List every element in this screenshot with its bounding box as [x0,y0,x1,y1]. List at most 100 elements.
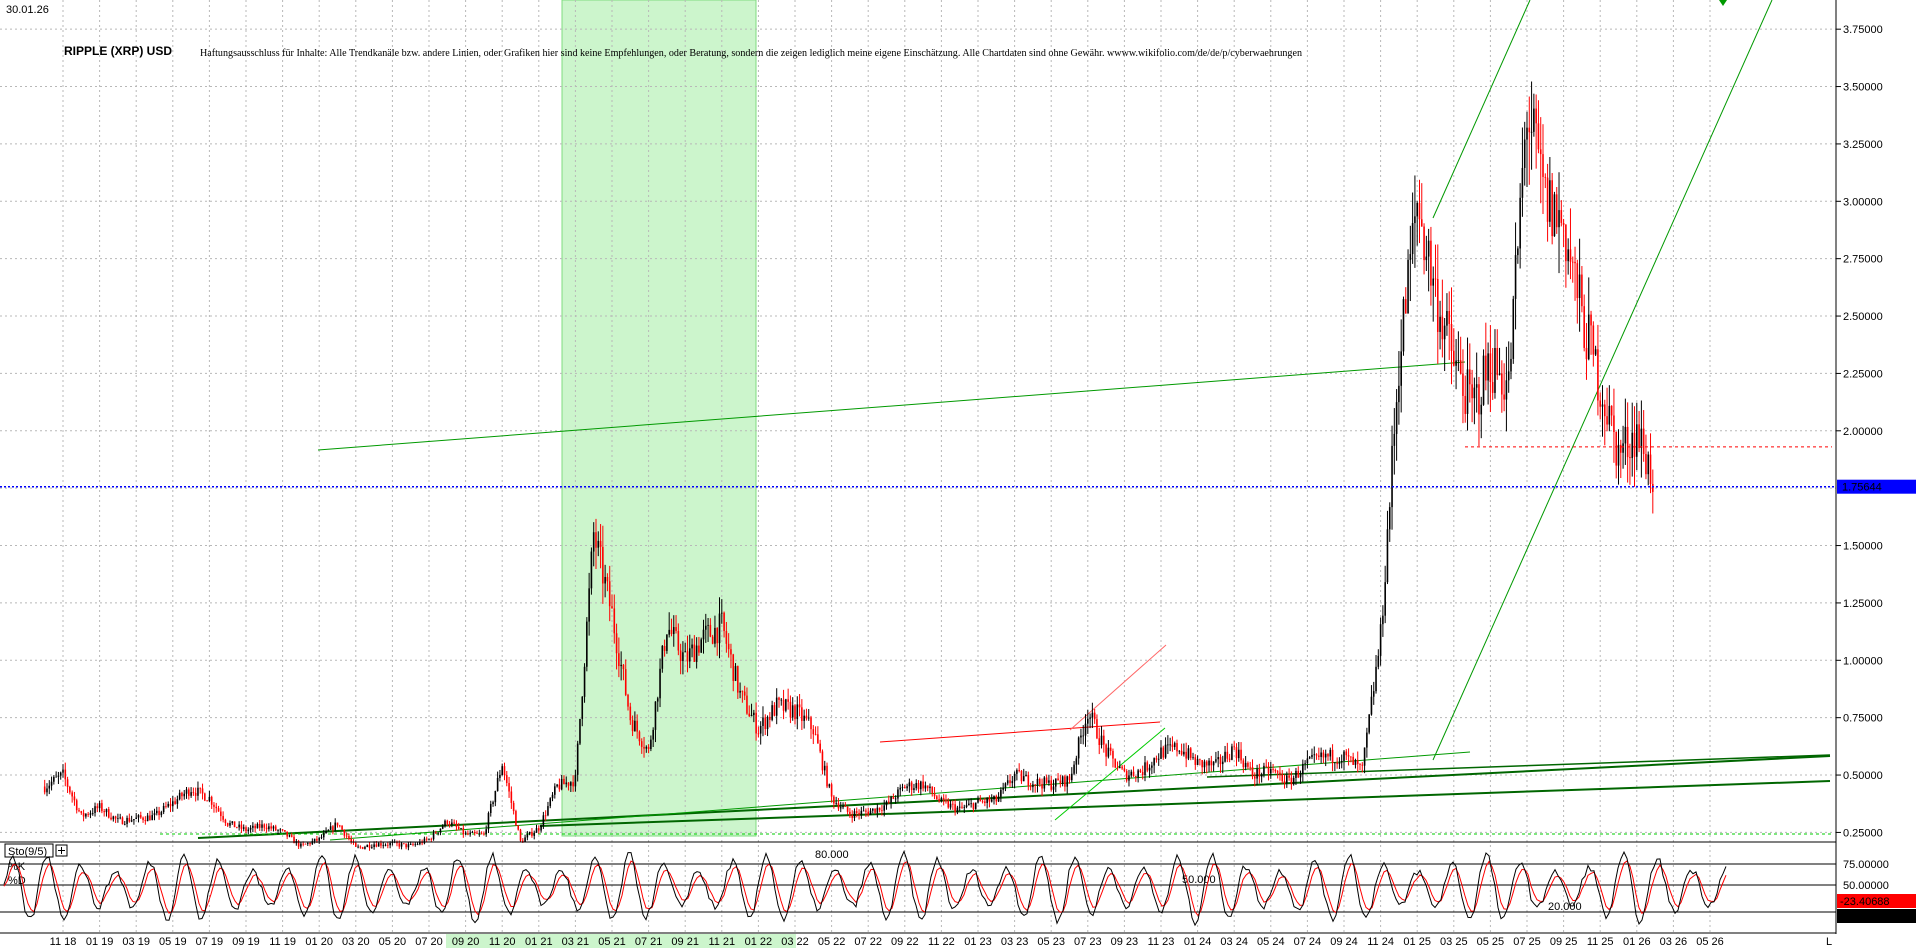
candle [1036,773,1039,793]
candle [73,791,76,806]
candle [245,825,247,834]
candle [489,800,492,817]
candle [1050,775,1052,792]
candle [659,658,661,708]
candle [441,824,444,830]
candle [524,834,526,842]
candle [949,799,952,810]
candle [1489,325,1492,413]
candle [412,842,414,847]
candle [595,518,597,569]
candle [936,794,938,800]
candle [322,830,325,841]
candle [169,798,172,813]
time-tick-label: 07 22 [854,936,882,948]
candle [288,834,291,838]
candle [1496,329,1499,380]
candle [588,572,590,636]
candle [89,810,92,819]
candle [890,795,892,809]
candle [263,823,266,832]
candle [737,665,739,699]
candle [517,825,520,831]
candle [1400,319,1402,413]
candle [650,735,652,752]
candle [361,846,364,850]
candle [258,820,261,831]
candle [1587,277,1590,361]
candle [1370,685,1373,716]
candle [576,740,579,782]
candle [858,809,860,820]
candle [1263,762,1265,778]
candle [1153,757,1155,774]
candle [1439,300,1441,350]
d-value-badge [1837,909,1916,923]
candle [480,831,483,835]
current-price-label: 1.75644 [1842,482,1882,494]
candle [1619,439,1622,478]
trend-line-red-resistance [879,721,1161,743]
candle [1594,345,1597,357]
candle [1288,768,1290,781]
candle [1466,337,1469,431]
candle [695,637,698,669]
candle [261,820,263,832]
candle [1578,238,1581,332]
time-tick-label: 01 20 [305,936,333,948]
candle [1645,434,1647,480]
candle [64,762,67,787]
candle [1212,761,1215,772]
stochastic-level-label-20: 20.000 [1548,901,1582,913]
candle [405,843,407,850]
candle [700,637,703,654]
candle [1249,761,1252,771]
candle [1455,339,1457,390]
candle [1141,765,1144,780]
candle [1196,755,1199,766]
candle [634,711,636,732]
candle [1286,771,1288,788]
candle [709,618,712,638]
candle [1256,764,1258,786]
time-tick-label: 01 22 [745,936,773,948]
candle [1013,771,1016,789]
candle [133,819,135,825]
candle [1315,753,1318,760]
candle [1006,775,1009,786]
candle [350,835,353,845]
time-tick-label: 01 21 [525,936,553,948]
candle [71,790,73,803]
candle [624,659,627,697]
candle [176,795,179,809]
price-tick-label: 2.50000 [1843,311,1883,323]
candle [952,800,954,810]
candle [1231,743,1233,761]
candle [581,696,584,727]
candle [762,706,764,737]
candle [629,702,632,725]
stochastic-expand-icon[interactable] [55,844,68,857]
candle [714,615,716,648]
candle [1000,787,1002,803]
candle [345,832,348,839]
candle [567,782,570,791]
candle [286,831,288,840]
candle [512,800,515,815]
candle [467,830,469,836]
candle [274,824,277,832]
candle [942,794,945,806]
candle [144,816,147,825]
trend-line-channel-lower [1432,0,1773,761]
candle [881,804,883,816]
candle [1020,770,1023,784]
candle [66,776,69,793]
disclaimer-text: Haftungsausschluss für Inhalte: Alle Tre… [200,48,1302,59]
candle [1434,244,1437,297]
candle [1311,748,1313,760]
candle [1494,329,1496,399]
candle [1041,778,1043,796]
candle [1297,766,1300,779]
candle [1402,296,1405,356]
candle [439,828,442,836]
